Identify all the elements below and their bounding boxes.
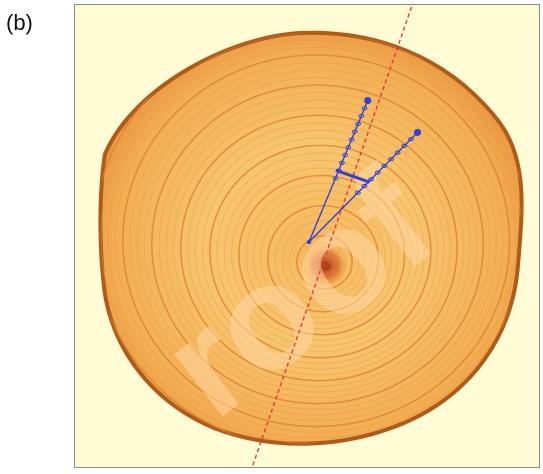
growth-ring [100,32,522,444]
ring-mark [354,190,361,195]
growth-ring [267,204,380,313]
growth-ring [180,114,458,382]
ring-mark [335,168,342,173]
growth-ring [252,190,392,324]
measurement-origin-icon [306,239,312,245]
ring-mark [394,150,401,155]
ring-mark [381,163,388,169]
growth-ring [223,159,419,347]
measurement-marker-icon [413,128,422,137]
ring-mark [401,143,408,148]
growth-ring [209,144,432,359]
ring-mark [368,177,374,182]
growth-ring [194,129,445,370]
ring-marks-path-2 [354,137,414,195]
growth-ring [274,212,373,307]
growth-ring [129,62,504,422]
ring-mark [339,160,345,165]
growth-ring [165,99,471,393]
ring-mark [408,137,414,142]
connector-line [335,168,371,184]
dashed-reference-line [251,6,413,467]
ring-mark [342,152,349,158]
growth-ring [260,197,386,319]
growth-ring [151,84,485,405]
ring-mark [348,137,355,142]
growth-ring [158,92,478,399]
growth-ring [121,54,511,428]
growth-ring [107,39,522,439]
ring-mark [332,176,339,181]
ring-marks-path-1 [332,106,368,181]
growth-ring [202,137,438,364]
ring-mark [361,183,368,189]
growth-ring [136,69,497,416]
growth-ring [173,107,465,387]
growth-ring [238,174,406,336]
growth-ring [216,152,425,353]
ring-mark [358,114,365,119]
tree-cross-section-svg: roof [75,5,539,467]
growth-ring [187,122,452,376]
ring-mark [388,157,394,162]
ring-mark [374,170,381,175]
measurement-paths [306,97,422,245]
panel-label: (b) [6,10,33,35]
ring-mark [345,145,352,150]
tree-cross-section-image: roof [74,4,540,468]
growth-rings [100,32,522,444]
growth-ring [231,167,412,341]
growth-ring [115,46,517,433]
growth-ring [281,220,366,301]
growth-ring [245,182,399,330]
growth-ring [289,227,360,296]
ring-mark [355,121,361,127]
growth-ring [144,77,491,410]
pith-center [320,260,331,271]
measurement-marker-icon [364,97,372,105]
ring-mark [351,129,358,134]
growth-ring [296,234,353,290]
ring-mark [361,106,368,111]
